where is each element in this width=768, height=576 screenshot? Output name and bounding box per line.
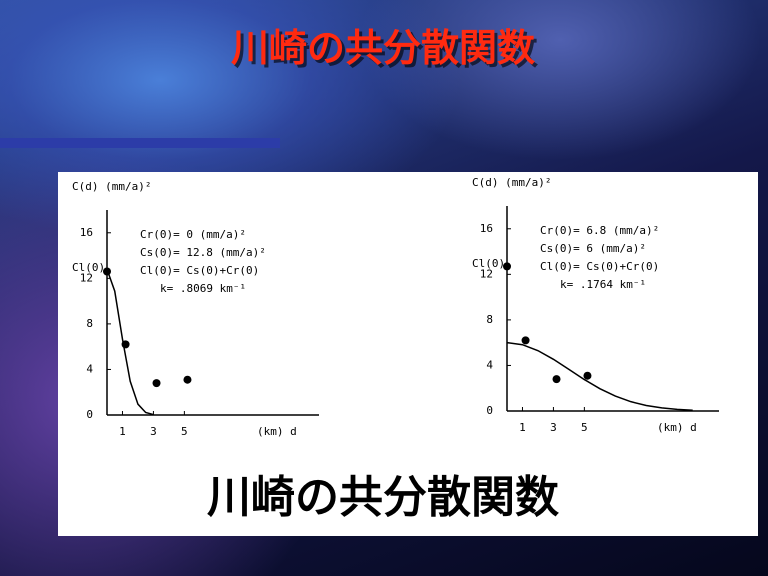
data-point <box>583 371 592 380</box>
x-tick-label: 3 <box>150 425 157 438</box>
panel <box>58 172 758 536</box>
annotation: Cl(0)= Cs(0)+Cr(0) <box>140 264 259 277</box>
annotation: k= .8069 km⁻¹ <box>160 282 246 295</box>
annotation: Cr(0)= 0 (mm/a)² <box>140 228 246 241</box>
data-point <box>552 375 561 384</box>
fit-curve <box>106 268 154 416</box>
data-point <box>503 262 511 271</box>
y-tick-label: 16 <box>80 226 93 239</box>
slide-title: 川崎の共分散関数 <box>231 26 535 70</box>
annotation: k= .1764 km⁻¹ <box>560 278 646 291</box>
data-point <box>183 375 192 384</box>
x-axis-label: (km) d <box>257 425 297 438</box>
data-point <box>152 379 161 388</box>
x-axis-label: (km) d <box>657 421 697 434</box>
y-tick-label: 8 <box>486 313 493 326</box>
data-point <box>521 336 530 345</box>
x-tick-label: 5 <box>181 425 188 438</box>
y-axis-label: C(d) (mm/a)² <box>472 176 551 189</box>
y-tick-label: 0 <box>486 404 493 417</box>
x-tick-label: 1 <box>519 421 526 434</box>
y-tick-label: 12 <box>480 267 493 280</box>
x-tick-label: 1 <box>119 425 126 438</box>
y-marker-label: Cl(0) <box>72 261 105 274</box>
accent-bar <box>0 138 280 148</box>
y-tick-label: 4 <box>86 362 93 375</box>
annotation: Cs(0)= 6 (mm/a)² <box>540 242 646 255</box>
annotation: Cr(0)= 6.8 (mm/a)² <box>540 224 659 237</box>
title-shadow: 川崎の共分散関数 <box>234 29 538 73</box>
x-tick-label: 3 <box>550 421 557 434</box>
y-tick-label: 8 <box>86 317 93 330</box>
y-tick-label: 16 <box>480 222 493 235</box>
y-tick-label: 0 <box>86 408 93 421</box>
data-point <box>103 267 111 276</box>
annotation: Cs(0)= 12.8 (mm/a)² <box>140 246 266 259</box>
y-tick-label: 4 <box>486 358 493 371</box>
x-tick-label: 5 <box>581 421 588 434</box>
annotation: Cl(0)= Cs(0)+Cr(0) <box>540 260 659 273</box>
y-marker-label: Cl(0) <box>472 257 505 270</box>
caption: 川崎の共分散関数 <box>207 472 559 523</box>
y-axis-label: C(d) (mm/a)² <box>72 180 151 193</box>
y-tick-label: 12 <box>80 271 93 284</box>
fit-curve <box>506 341 693 411</box>
